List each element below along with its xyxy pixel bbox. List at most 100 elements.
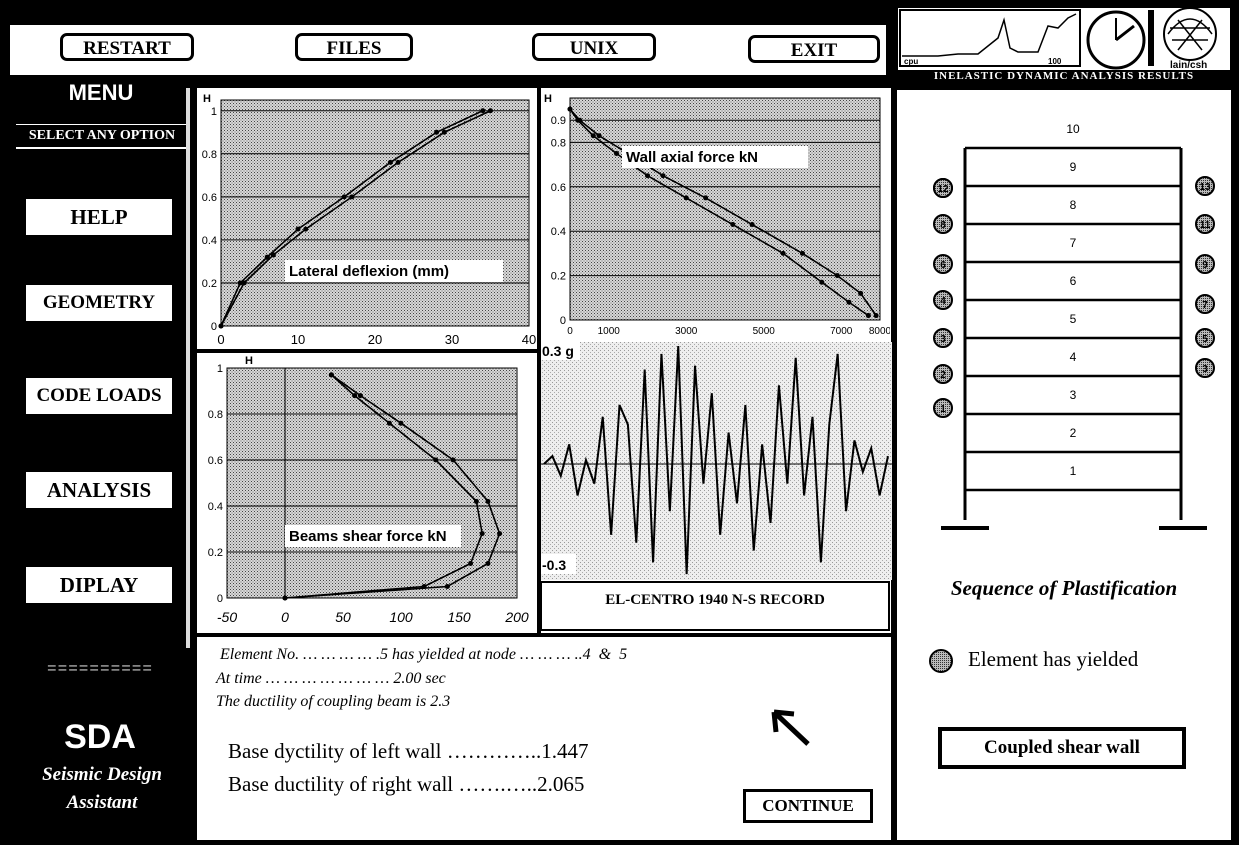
x-tick-label: 7000 <box>830 326 853 337</box>
mouse-pointer-icon <box>771 709 810 746</box>
series-point <box>485 561 491 566</box>
cpu-label: cpu <box>904 57 918 66</box>
yield-marker-label: 8 <box>940 220 946 231</box>
yield-marker-left: 8 <box>933 214 953 234</box>
series-point <box>703 195 709 201</box>
files-button[interactable]: FILES <box>295 33 413 61</box>
yield-marker-label: 7 <box>1202 300 1208 311</box>
series-point <box>780 250 786 256</box>
yield-marker-left: 4 <box>933 290 953 310</box>
geometry-button[interactable]: GEOMETRY <box>26 285 172 321</box>
yield-marker-right: 13 <box>1195 176 1215 196</box>
cpu-graph <box>902 13 1077 57</box>
series-point <box>590 133 596 139</box>
series-point <box>485 498 491 504</box>
x-tick-label: 3000 <box>675 326 698 337</box>
y-tick-label: 1 <box>217 363 223 375</box>
y-tick-label: 0 <box>560 315 566 327</box>
series-line <box>220 110 491 327</box>
x-tick-label: 100 <box>389 609 413 625</box>
yield-marker-circle <box>933 290 953 310</box>
series-point <box>480 108 486 114</box>
x-tick-label: 1000 <box>598 326 621 337</box>
shell-icon <box>1163 7 1217 61</box>
floor-label: 5 <box>1070 312 1077 326</box>
cpu-value: 100 <box>1048 57 1062 66</box>
x-tick-label: 200 <box>504 609 529 625</box>
accelerogram-line <box>543 345 889 575</box>
yield-marker-label: 1 <box>940 404 946 415</box>
system-monitor: cpu 100 lain/csh <box>898 7 1230 71</box>
y-tick-label: 0.4 <box>551 226 566 238</box>
clock-icon <box>1086 10 1146 70</box>
unix-button[interactable]: UNIX <box>532 33 656 61</box>
sequence-title: Sequence of Plastification <box>950 576 1178 600</box>
y-tick-label: 0.2 <box>208 547 223 559</box>
record-caption: EL-CENTRO 1940 N-S RECORD <box>540 581 890 631</box>
continue-button[interactable]: CONTINUE <box>743 789 873 823</box>
floor-label: 3 <box>1070 388 1077 402</box>
series-point <box>819 279 825 285</box>
y-tick-label: 0.8 <box>208 409 223 421</box>
y-tick-label: 0.6 <box>208 455 223 467</box>
y-tick-label: 0.2 <box>551 271 566 283</box>
y-tick-label: 0.4 <box>202 235 217 247</box>
yield-marker-label: 13 <box>1199 182 1211 193</box>
restart-button[interactable]: RESTART <box>60 33 194 61</box>
series-point <box>341 194 347 200</box>
analysis-button[interactable]: ANALYSIS <box>26 472 172 508</box>
series-point <box>749 222 755 228</box>
y-tick-label: 0.9 <box>551 115 566 127</box>
chart-separator <box>197 349 541 353</box>
x-tick-label: 30 <box>445 332 459 347</box>
y-tick-label: 0.8 <box>551 137 566 149</box>
series-point <box>645 173 650 179</box>
x-tick-label: 5000 <box>753 326 776 337</box>
chart-title: Lateral deflexion (mm) <box>289 263 449 280</box>
floor-label: 8 <box>1070 198 1077 212</box>
help-button[interactable]: HELP <box>26 199 172 235</box>
plot-area <box>220 99 530 327</box>
code-loads-button[interactable]: CODE LOADS <box>26 378 172 414</box>
yield-marker-circle <box>1195 254 1215 274</box>
yield-marker-right: 3 <box>1195 358 1215 378</box>
exit-button[interactable]: EXIT <box>748 35 880 63</box>
series-point <box>468 561 474 566</box>
series-point <box>473 498 479 504</box>
x-tick-label: 0 <box>567 326 573 337</box>
series-point <box>441 129 447 135</box>
left-wall-ductility: Base dyctility of left wall …………..1.447 <box>228 739 589 763</box>
coupled-wall-frame: 12345678910123468101235791113 <box>933 122 1215 530</box>
series-point <box>834 273 840 279</box>
chart-separator-v <box>537 88 541 633</box>
legend-label: Element has yielded <box>968 647 1139 671</box>
series-point <box>241 280 247 286</box>
yield-marker-circle <box>933 328 953 348</box>
widget-label: lain/csh <box>1170 60 1207 70</box>
yield-marker-circle <box>1195 328 1215 348</box>
yield-marker-label: 3 <box>1202 364 1208 375</box>
series-point <box>497 531 503 537</box>
series-point <box>282 595 288 601</box>
floor-label: 6 <box>1070 274 1077 288</box>
yield-marker-label: 3 <box>940 334 946 345</box>
menu-title: MENU <box>68 80 134 105</box>
app-logo: SDA <box>64 718 136 756</box>
y-tick-label: 0.2 <box>202 278 217 290</box>
y-tick-label: 0 <box>211 321 217 333</box>
x-tick-label: 10 <box>291 332 305 347</box>
coupled-shear-wall-button[interactable]: Coupled shear wall <box>938 727 1186 769</box>
x-tick-label: -50 <box>217 609 237 625</box>
y-tick-label: 0.6 <box>202 192 217 204</box>
series-point <box>295 226 301 232</box>
el-centro-record-chart: 0.3 g -0.3 <box>540 342 892 580</box>
yield-marker-left: 2 <box>933 364 953 384</box>
yield-marker-circle <box>1195 294 1215 314</box>
series-point <box>596 133 602 139</box>
series-point <box>488 108 493 114</box>
display-button[interactable]: DIPLAY <box>26 567 172 603</box>
x-tick-label: 150 <box>447 609 471 625</box>
yield-marker-circle <box>933 254 953 274</box>
yield-marker-label: 5 <box>1202 334 1208 345</box>
